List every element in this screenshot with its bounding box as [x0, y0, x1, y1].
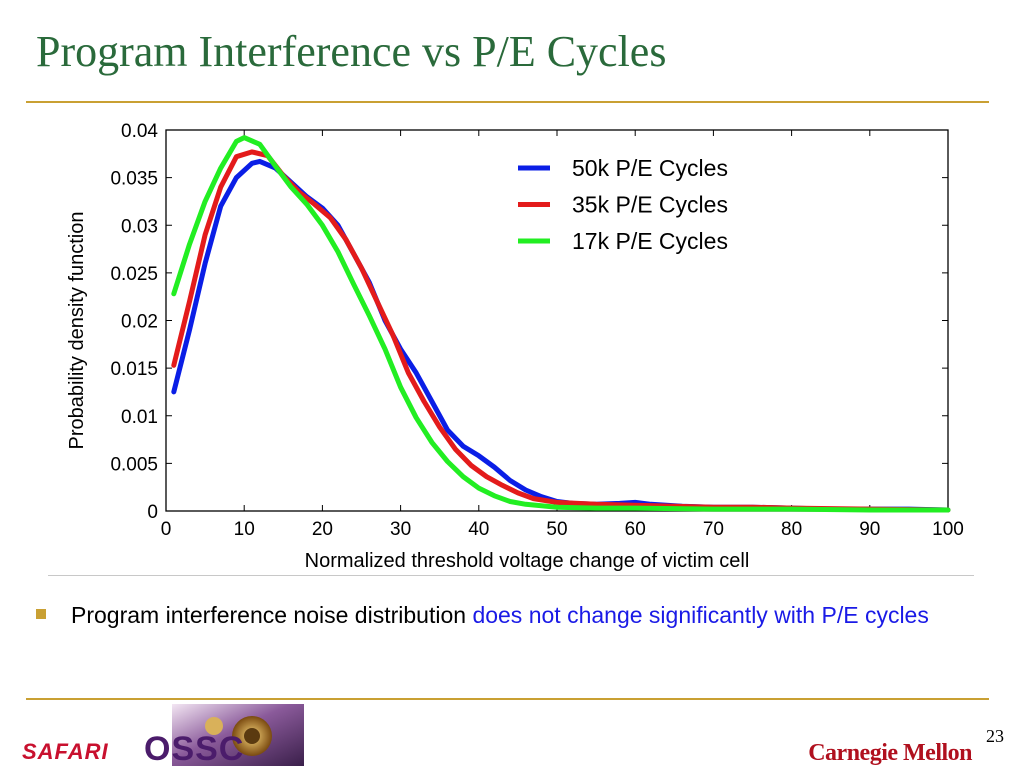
x-tick-label: 80: [781, 519, 802, 540]
pdf-line-chart: 0 10 20 30 40 50 60 70 80 90 100 0 0.005 0.01 0.015 0.0…: [66, 121, 964, 572]
legend-label-2: 35k P/E Cycles: [572, 192, 728, 218]
footer-divider: [26, 698, 989, 700]
bullet-text: Program interference noise distribution …: [71, 598, 956, 632]
y-tick-label: 0.04: [121, 121, 158, 142]
x-axis-label: Normalized threshold voltage change of v…: [305, 550, 750, 572]
y-tick-label: 0.005: [110, 454, 158, 475]
x-tick-label: 90: [859, 519, 880, 540]
series-line-3: [171, 135, 951, 513]
y-tick-label: 0.015: [110, 359, 158, 380]
plot-frame: [165, 129, 949, 512]
svg-text:OSSC: OSSC: [144, 730, 244, 766]
ossc-logo-image: OSSC: [144, 704, 304, 766]
y-axis-label: Probability density function: [66, 212, 88, 450]
bullet-square-icon: [36, 609, 46, 619]
legend-label-1: 50k P/E Cycles: [572, 155, 728, 181]
x-tick-label: 70: [703, 519, 724, 540]
y-tick-label: 0.01: [121, 407, 158, 428]
x-tick-label: 30: [390, 519, 411, 540]
series-line-2: [171, 149, 951, 513]
x-tick-label: 10: [234, 519, 255, 540]
x-tick-label: 0: [161, 519, 172, 540]
x-tick-label: 60: [625, 519, 646, 540]
bullet-text-highlight: does not change significantly with P/E c…: [472, 602, 929, 628]
x-tick-label: 40: [468, 519, 489, 540]
y-tick-label: 0.02: [121, 312, 158, 333]
x-tick-label: 20: [312, 519, 333, 540]
carnegie-mellon-logo: Carnegie Mellon: [808, 740, 972, 766]
legend-label-3: 17k P/E Cycles: [572, 228, 728, 254]
x-tick-label: 50: [546, 519, 567, 540]
y-tick-label: 0.025: [110, 264, 158, 285]
title-divider: [26, 101, 989, 103]
y-tick-label: 0.035: [110, 169, 158, 190]
slide-number: 23: [986, 726, 1004, 746]
safari-logo: SAFARI: [22, 739, 109, 764]
chart-separator: [48, 575, 974, 576]
y-tick-label: 0: [147, 502, 158, 523]
x-tick-label: 100: [932, 519, 964, 540]
slide-title: Program Interference vs P/E Cycles: [36, 27, 667, 76]
y-tick-label: 0.03: [121, 216, 158, 237]
bullet-text-plain: Program interference noise distribution: [71, 602, 467, 628]
